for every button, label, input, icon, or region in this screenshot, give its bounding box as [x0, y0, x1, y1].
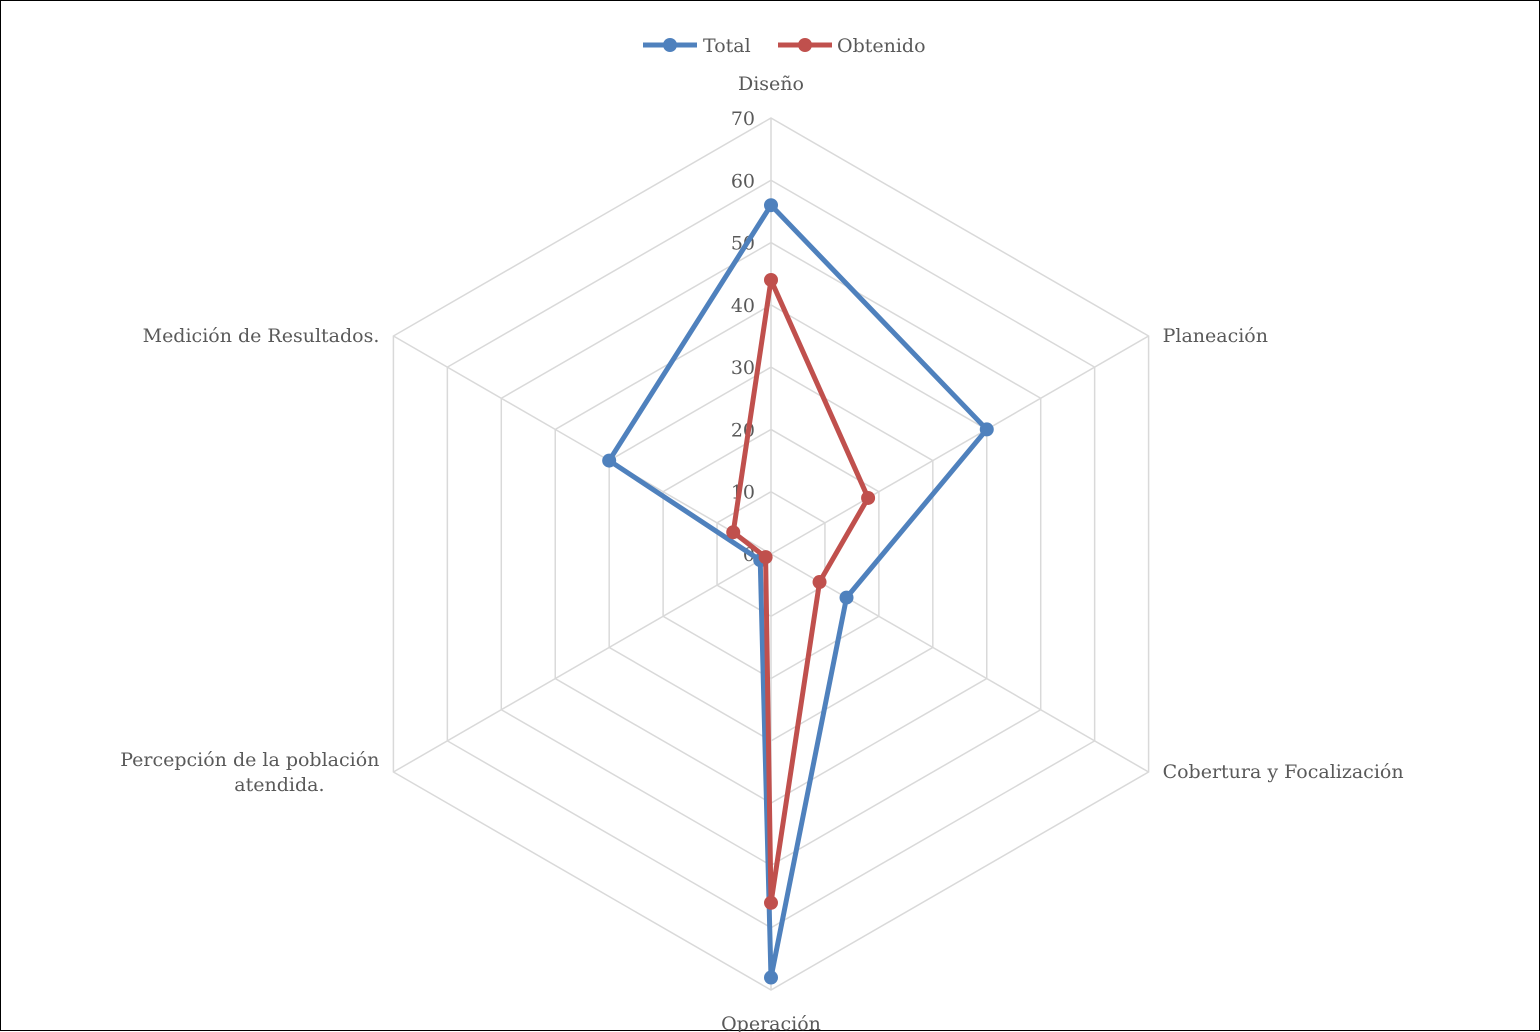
data-point — [764, 895, 778, 910]
tick-label: 70 — [731, 108, 755, 130]
data-point — [812, 575, 827, 590]
legend-item-total: Total — [643, 35, 751, 57]
tick-label: 60 — [731, 170, 755, 192]
legend-item-obtenido: Obtenido — [778, 35, 926, 57]
data-point — [839, 590, 854, 605]
legend: Total Obtenido — [643, 35, 926, 57]
data-point — [979, 422, 994, 437]
data-point — [861, 490, 876, 505]
grid-spoke — [770, 335, 1149, 555]
series — [602, 198, 994, 985]
data-point — [764, 970, 778, 985]
category-label: Operación — [721, 1013, 821, 1032]
category-label: Diseño — [738, 73, 804, 95]
series-total — [602, 198, 994, 985]
grid-spoke — [393, 335, 772, 555]
data-point — [726, 525, 741, 540]
grid-spoke — [393, 553, 772, 773]
data-point — [764, 272, 778, 287]
legend-label: Obtenido — [837, 35, 926, 57]
category-label: Planeación — [1163, 325, 1268, 347]
category-labels: Diseño Planeación Cobertura y Focalización… — [120, 73, 1403, 1032]
category-label: Percepción de la población atendida. — [120, 749, 379, 796]
category-label: Medición de Resultados. — [143, 325, 380, 347]
legend-marker — [798, 38, 812, 52]
category-label: Cobertura y Focalización — [1163, 761, 1404, 783]
tick-label: 30 — [731, 357, 755, 379]
legend-label: Total — [703, 35, 751, 57]
data-point — [602, 453, 617, 468]
grid-spoke — [770, 553, 1149, 773]
legend-marker — [663, 38, 677, 52]
series-obtenido — [726, 272, 876, 910]
tick-label: 40 — [731, 295, 755, 317]
tick-label: 10 — [731, 482, 755, 504]
data-point — [764, 198, 778, 213]
data-point — [758, 550, 773, 565]
